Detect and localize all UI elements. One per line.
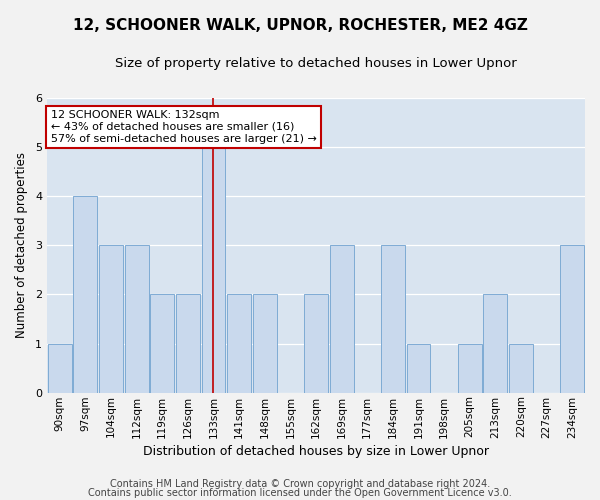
Y-axis label: Number of detached properties: Number of detached properties xyxy=(15,152,28,338)
Text: 12 SCHOONER WALK: 132sqm
← 43% of detached houses are smaller (16)
57% of semi-d: 12 SCHOONER WALK: 132sqm ← 43% of detach… xyxy=(51,110,317,144)
Bar xyxy=(304,294,328,392)
Text: 12, SCHOONER WALK, UPNOR, ROCHESTER, ME2 4GZ: 12, SCHOONER WALK, UPNOR, ROCHESTER, ME2… xyxy=(73,18,527,32)
Bar xyxy=(253,294,277,392)
Bar xyxy=(176,294,200,392)
Bar xyxy=(99,246,123,392)
Bar xyxy=(407,344,430,392)
Bar xyxy=(560,246,584,392)
Title: Size of property relative to detached houses in Lower Upnor: Size of property relative to detached ho… xyxy=(115,58,517,70)
Bar xyxy=(48,344,71,392)
X-axis label: Distribution of detached houses by size in Lower Upnor: Distribution of detached houses by size … xyxy=(143,444,489,458)
Bar xyxy=(484,294,507,392)
Bar xyxy=(227,294,251,392)
Bar xyxy=(381,246,405,392)
Text: Contains public sector information licensed under the Open Government Licence v3: Contains public sector information licen… xyxy=(88,488,512,498)
Bar xyxy=(125,246,149,392)
Bar xyxy=(151,294,174,392)
Bar xyxy=(202,147,226,392)
Bar xyxy=(509,344,533,392)
Bar xyxy=(73,196,97,392)
Text: Contains HM Land Registry data © Crown copyright and database right 2024.: Contains HM Land Registry data © Crown c… xyxy=(110,479,490,489)
Bar xyxy=(458,344,482,392)
Bar xyxy=(329,246,353,392)
